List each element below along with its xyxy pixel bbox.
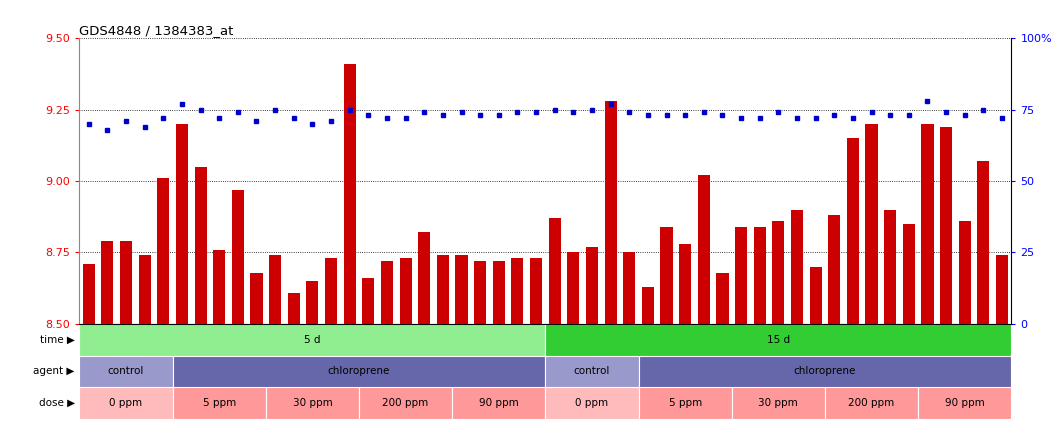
Bar — [399, 258, 412, 324]
Bar — [176, 124, 189, 324]
Text: 90 ppm: 90 ppm — [479, 398, 519, 408]
Bar — [359, 387, 452, 419]
Bar — [79, 387, 173, 419]
Bar — [921, 124, 934, 324]
Text: 5 ppm: 5 ppm — [668, 398, 702, 408]
Bar — [79, 356, 173, 387]
Bar — [825, 387, 918, 419]
Bar — [940, 127, 952, 324]
Bar — [605, 101, 616, 324]
Text: 5 d: 5 d — [304, 335, 321, 345]
Bar — [772, 221, 785, 324]
Bar — [102, 241, 113, 324]
Bar — [120, 241, 132, 324]
Text: 15 d: 15 d — [767, 335, 790, 345]
Bar — [381, 261, 393, 324]
Bar — [623, 253, 635, 324]
Bar — [195, 167, 207, 324]
Text: chloroprene: chloroprene — [794, 366, 856, 376]
Text: 30 ppm: 30 ppm — [758, 398, 798, 408]
Text: 30 ppm: 30 ppm — [292, 398, 333, 408]
Bar — [325, 258, 337, 324]
Bar — [492, 261, 505, 324]
Bar — [754, 227, 766, 324]
Bar — [173, 356, 545, 387]
Text: 90 ppm: 90 ppm — [945, 398, 985, 408]
Text: 5 ppm: 5 ppm — [202, 398, 236, 408]
Bar — [732, 387, 825, 419]
Bar — [213, 250, 226, 324]
Bar — [958, 221, 971, 324]
Text: time ▶: time ▶ — [40, 335, 75, 345]
Bar — [639, 356, 1011, 387]
Bar — [586, 247, 598, 324]
Bar — [884, 210, 896, 324]
Bar — [269, 255, 282, 324]
Text: control: control — [574, 366, 610, 376]
Bar — [545, 324, 1011, 356]
Text: chloroprene: chloroprene — [328, 366, 390, 376]
Text: GDS4848 / 1384383_at: GDS4848 / 1384383_at — [79, 24, 234, 37]
Text: 200 ppm: 200 ppm — [382, 398, 429, 408]
Text: agent ▶: agent ▶ — [34, 366, 75, 376]
Bar — [545, 387, 639, 419]
Bar — [83, 264, 95, 324]
Bar — [977, 161, 989, 324]
Text: 200 ppm: 200 ppm — [848, 398, 895, 408]
Bar — [474, 261, 486, 324]
Bar — [918, 387, 1011, 419]
Bar — [698, 175, 710, 324]
Bar — [791, 210, 803, 324]
Bar — [661, 227, 672, 324]
Bar — [511, 258, 523, 324]
Bar — [716, 272, 729, 324]
Bar — [232, 190, 244, 324]
Text: control: control — [108, 366, 144, 376]
Bar — [306, 281, 319, 324]
Bar — [455, 255, 468, 324]
Bar — [173, 387, 266, 419]
Bar — [530, 258, 542, 324]
Bar — [139, 255, 150, 324]
Bar — [568, 253, 579, 324]
Bar — [679, 244, 692, 324]
Bar — [639, 387, 732, 419]
Bar — [343, 64, 356, 324]
Bar — [545, 356, 639, 387]
Bar — [995, 255, 1008, 324]
Bar — [865, 124, 878, 324]
Bar — [452, 387, 545, 419]
Bar — [902, 224, 915, 324]
Bar — [288, 293, 300, 324]
Text: 0 ppm: 0 ppm — [109, 398, 143, 408]
Bar — [79, 324, 545, 356]
Bar — [549, 218, 561, 324]
Text: dose ▶: dose ▶ — [38, 398, 75, 408]
Bar — [828, 215, 841, 324]
Bar — [847, 138, 859, 324]
Bar — [362, 278, 375, 324]
Bar — [250, 272, 263, 324]
Bar — [266, 387, 359, 419]
Bar — [642, 287, 654, 324]
Bar — [436, 255, 449, 324]
Bar — [735, 227, 748, 324]
Bar — [809, 267, 822, 324]
Bar — [157, 178, 169, 324]
Text: 0 ppm: 0 ppm — [575, 398, 609, 408]
Bar — [418, 233, 430, 324]
